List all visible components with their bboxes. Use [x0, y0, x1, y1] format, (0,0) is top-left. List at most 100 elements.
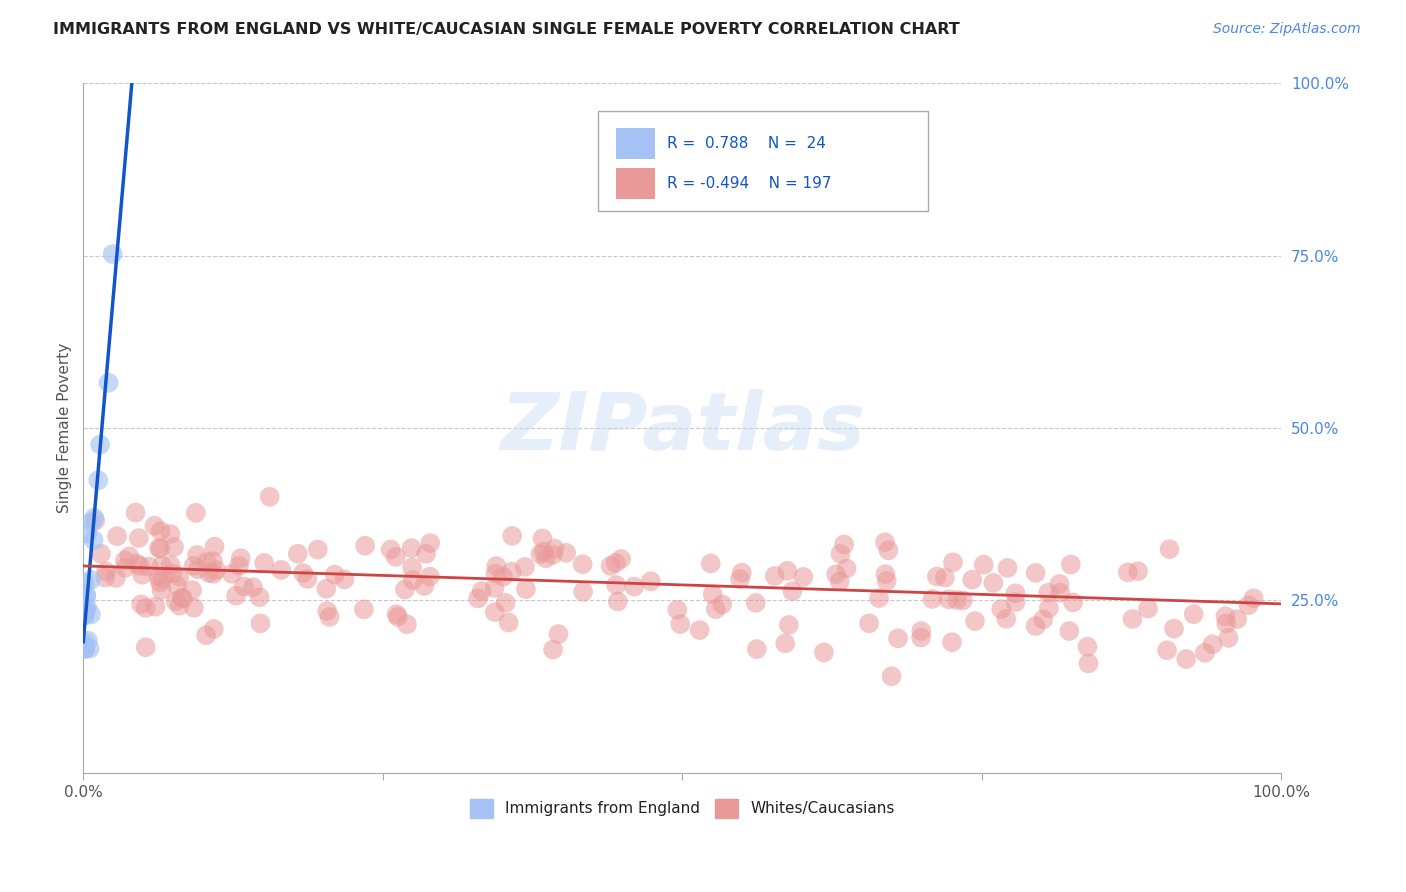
Point [702, 587, 724, 601]
Point [942, 555, 965, 569]
Text: IMMIGRANTS FROM ENGLAND VS WHITE/CAUCASIAN SINGLE FEMALE POVERTY CORRELATION CHA: IMMIGRANTS FROM ENGLAND VS WHITE/CAUCASI… [53, 22, 960, 37]
Point [529, 547, 551, 561]
Point [543, 541, 565, 556]
Point [534, 551, 557, 566]
Point [623, 580, 645, 594]
Point [835, 561, 858, 575]
Point [73, 607, 96, 622]
Point [73, 641, 96, 656]
Point [124, 506, 146, 520]
Point [689, 623, 711, 637]
Point [228, 558, 250, 573]
Point [1201, 637, 1223, 651]
Point [315, 582, 337, 596]
Point [1175, 652, 1198, 666]
Point [1163, 622, 1185, 636]
Point [513, 560, 536, 574]
Point [162, 566, 184, 581]
Point [149, 575, 172, 590]
Point [83, 533, 105, 547]
Point [728, 572, 751, 586]
Point [135, 640, 157, 655]
Point [152, 571, 174, 585]
Text: Source: ZipAtlas.com: Source: ZipAtlas.com [1213, 22, 1361, 37]
Point [242, 580, 264, 594]
Point [80, 515, 103, 529]
Point [910, 624, 932, 638]
FancyBboxPatch shape [616, 168, 655, 199]
Point [1004, 595, 1026, 609]
Point [778, 618, 800, 632]
Point [97, 376, 120, 390]
Point [910, 631, 932, 645]
Point [77, 633, 100, 648]
Point [249, 616, 271, 631]
Point [875, 567, 897, 582]
Point [287, 547, 309, 561]
Point [1226, 612, 1249, 626]
Point [1218, 631, 1240, 645]
Point [384, 549, 406, 564]
Point [876, 574, 898, 588]
FancyBboxPatch shape [616, 128, 655, 160]
Point [380, 542, 402, 557]
Point [165, 594, 187, 608]
Point [934, 571, 956, 585]
Point [80, 607, 103, 622]
Point [1062, 595, 1084, 609]
Point [292, 566, 315, 580]
Point [666, 603, 689, 617]
Point [938, 592, 960, 607]
Point [195, 555, 218, 569]
Point [232, 580, 254, 594]
Point [333, 573, 356, 587]
Point [495, 596, 517, 610]
Point [1076, 640, 1098, 654]
Point [981, 575, 1004, 590]
Point [541, 642, 564, 657]
Point [105, 529, 128, 543]
Point [1182, 607, 1205, 622]
Point [413, 579, 436, 593]
Point [973, 558, 995, 572]
Point [75, 590, 97, 604]
Point [94, 570, 117, 584]
Point [125, 557, 148, 571]
Point [704, 602, 727, 616]
Point [73, 608, 96, 623]
Point [963, 614, 986, 628]
Point [467, 591, 489, 606]
Point [669, 617, 692, 632]
Point [101, 247, 124, 261]
Point [387, 610, 409, 624]
Point [1049, 577, 1071, 591]
Point [323, 567, 346, 582]
Point [605, 578, 627, 592]
Point [832, 537, 855, 551]
Point [353, 602, 375, 616]
Point [484, 605, 506, 619]
Point [1159, 542, 1181, 557]
Point [202, 566, 225, 581]
Point [1215, 616, 1237, 631]
Point [143, 518, 166, 533]
Point [1137, 601, 1160, 615]
Point [114, 561, 136, 575]
Point [782, 584, 804, 599]
Point [555, 546, 578, 560]
Point [868, 591, 890, 606]
Point [148, 541, 170, 555]
Point [170, 591, 193, 605]
Point [159, 558, 181, 573]
Point [1156, 643, 1178, 657]
Point [201, 554, 224, 568]
Point [135, 601, 157, 615]
Point [1077, 657, 1099, 671]
Point [150, 582, 173, 597]
Point [997, 561, 1019, 575]
Point [792, 570, 814, 584]
Point [1038, 586, 1060, 600]
Point [515, 582, 537, 596]
Point [270, 563, 292, 577]
Text: R = -0.494    N = 197: R = -0.494 N = 197 [666, 176, 831, 191]
